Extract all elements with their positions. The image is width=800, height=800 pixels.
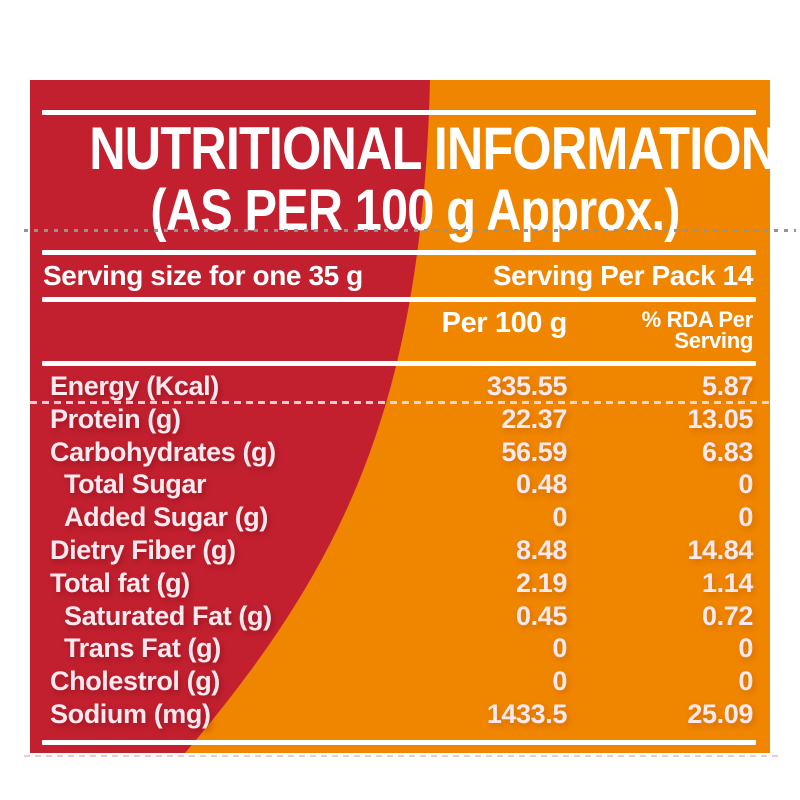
row-label: Dietry Fiber (g) — [50, 534, 236, 565]
row-per100-value: 8.48 — [516, 534, 567, 565]
column-header-rda-line2: Serving — [674, 328, 753, 353]
row-per100-value: 335.55 — [486, 371, 568, 401]
red-curve-background — [30, 80, 430, 753]
row-per100-value: 0 — [552, 633, 567, 664]
table-row-trans-fat: Trans Fat (g) 0 0 — [30, 632, 770, 665]
row-label: Total Sugar — [64, 469, 207, 500]
row-rda-value: 0 — [738, 502, 753, 533]
divider-under-column-headers — [42, 361, 756, 366]
row-per100-value: 56.59 — [501, 436, 567, 467]
row-per100-value: 0 — [552, 502, 567, 533]
table-row-sodium: Sodium (mg) 1433.5 25.09 — [30, 698, 770, 731]
divider-under-title — [42, 250, 756, 255]
nutrition-table: Energy (Kcal) 335.55 5.87 Protein (g) 22… — [30, 370, 770, 731]
row-label: Added Sugar (g) — [64, 502, 268, 533]
row-per100-value: 0 — [552, 666, 567, 697]
table-row-protein: Protein (g) 22.37 13.05 — [30, 403, 770, 436]
serving-per-pack-label: Serving Per Pack 14 — [492, 260, 754, 291]
row-label: Trans Fat (g) — [64, 633, 221, 664]
column-header-rda-line1: % RDA Per — [641, 307, 754, 332]
row-label: Cholestrol (g) — [50, 666, 220, 697]
row-per100-value: 0.45 — [516, 600, 567, 631]
column-header-rda: % RDA Per Serving — [641, 307, 754, 353]
divider-under-serving — [42, 297, 756, 302]
label-background: NUTRITIONAL INFORMATION (AS PER 100 g Ap… — [30, 80, 777, 753]
table-row-cholestrol: Cholestrol (g) 0 0 — [30, 665, 770, 698]
divider-top — [42, 110, 756, 115]
table-row-dietry-fiber: Dietry Fiber (g) 8.48 14.84 — [30, 534, 770, 567]
row-rda-value: 14.84 — [687, 534, 753, 565]
dotted-separator-bottom — [24, 755, 780, 757]
row-label: Saturated Fat (g) — [64, 600, 272, 631]
table-row-energy: Energy (Kcal) 335.55 5.87 — [30, 370, 770, 403]
row-rda-value: 0 — [738, 469, 753, 500]
row-rda-value: 0 — [738, 633, 753, 664]
title-line1: NUTRITIONAL INFORMATION — [89, 115, 777, 182]
table-row-total-sugar: Total Sugar 0.48 0 — [30, 468, 770, 501]
table-row-carbohydrates: Carbohydrates (g) 56.59 6.83 — [30, 436, 770, 469]
row-per100-value: 1433.5 — [486, 698, 568, 729]
row-rda-value: 1.14 — [702, 567, 753, 598]
dotted-separator-top — [24, 229, 796, 232]
row-label: Total fat (g) — [50, 567, 190, 598]
serving-row: Serving size for one 35 g Serving Per Pa… — [30, 258, 770, 294]
title-line2: (AS PER 100 g Approx.) — [150, 178, 680, 243]
row-label: Sodium (mg) — [50, 698, 211, 729]
row-label: Protein (g) — [50, 403, 181, 434]
column-header-per-100g: Per 100 g — [441, 307, 568, 339]
row-per100-value: 22.37 — [501, 403, 567, 434]
dashed-divider-under-energy — [30, 401, 770, 404]
row-rda-value: 0 — [738, 666, 753, 697]
table-row-saturated-fat: Saturated Fat (g) 0.45 0.72 — [30, 600, 770, 633]
row-rda-value: 5.87 — [702, 371, 753, 401]
row-rda-value: 6.83 — [702, 436, 753, 467]
row-per100-value: 0.48 — [516, 469, 567, 500]
serving-size-label: Serving size for one 35 g — [43, 260, 363, 291]
row-label: Energy (Kcal) — [50, 371, 219, 401]
table-row-added-sugar: Added Sugar (g) 0 0 — [30, 501, 770, 534]
row-per100-value: 2.19 — [516, 567, 567, 598]
divider-bottom — [42, 740, 756, 745]
row-rda-value: 0.72 — [702, 600, 753, 631]
table-row-total-fat: Total fat (g) 2.19 1.14 — [30, 567, 770, 600]
row-rda-value: 13.05 — [687, 403, 753, 434]
row-label: Carbohydrates (g) — [50, 436, 276, 467]
row-rda-value: 25.09 — [687, 698, 753, 729]
